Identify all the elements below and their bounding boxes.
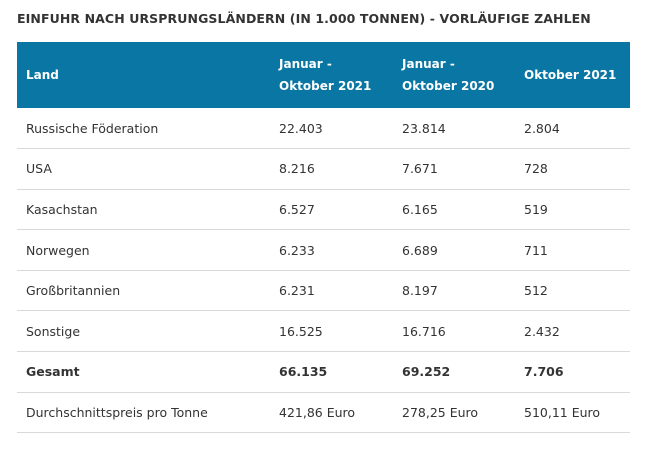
table-row: Sonstige 16.525 16.716 2.432 — [17, 311, 630, 352]
cell-jan-okt-2020: 6.165 — [402, 201, 438, 217]
cell-jan-okt-2021: 22.403 — [279, 120, 323, 136]
cell-okt-2021: 7.706 — [524, 364, 564, 380]
cell-jan-okt-2020: 278,25 Euro — [402, 404, 479, 420]
cell-jan-okt-2021: 16.525 — [279, 323, 323, 339]
header-row: Land Januar - Oktober 2021 Januar - Okto… — [17, 42, 630, 108]
header-okt-2021: Oktober 2021 — [524, 68, 617, 82]
cell-land: Durchschnittspreis pro Tonne — [26, 404, 208, 420]
cell-jan-okt-2020: 7.671 — [402, 161, 438, 177]
cell-land: Norwegen — [26, 242, 90, 258]
cell-land: Kasachstan — [26, 201, 98, 217]
cell-jan-okt-2020: 16.716 — [402, 323, 446, 339]
cell-jan-okt-2021: 6.231 — [279, 283, 315, 299]
header-jan-okt-2020-line2: Oktober 2020 — [402, 79, 495, 93]
header-jan-okt-2020-line1: Januar - — [402, 57, 455, 71]
cell-okt-2021: 2.804 — [524, 120, 560, 136]
cell-jan-okt-2020: 6.689 — [402, 242, 438, 258]
table-row: Norwegen 6.233 6.689 711 — [17, 230, 630, 271]
header-jan-okt-2020: Januar - Oktober 2020 — [393, 42, 515, 108]
cell-okt-2021: 512 — [524, 283, 548, 299]
cell-jan-okt-2020: 8.197 — [402, 283, 438, 299]
cell-land: Gesamt — [26, 364, 80, 380]
table-body: Russische Föderation 22.403 23.814 2.804… — [17, 108, 630, 433]
cell-land: USA — [26, 161, 52, 177]
cell-jan-okt-2021: 6.527 — [279, 201, 315, 217]
cell-land: Sonstige — [26, 323, 81, 339]
cell-jan-okt-2021: 6.233 — [279, 242, 315, 258]
table-header: Land Januar - Oktober 2021 Januar - Okto… — [17, 42, 630, 108]
header-land: Land — [26, 68, 59, 82]
import-table: Land Januar - Oktober 2021 Januar - Okto… — [17, 42, 630, 433]
cell-land: Großbritannien — [26, 283, 121, 299]
total-row: Gesamt 66.135 69.252 7.706 — [17, 352, 630, 393]
cell-okt-2021: 728 — [524, 161, 548, 177]
cell-jan-okt-2021: 8.216 — [279, 161, 315, 177]
header-jan-okt-2021-line2: Oktober 2021 — [279, 79, 372, 93]
header-jan-okt-2021-line1: Januar - — [279, 57, 332, 71]
table-row: Kasachstan 6.527 6.165 519 — [17, 189, 630, 230]
table-row: Russische Föderation 22.403 23.814 2.804 — [17, 108, 630, 149]
cell-okt-2021: 510,11 Euro — [524, 404, 601, 420]
cell-okt-2021: 2.432 — [524, 323, 560, 339]
cell-jan-okt-2020: 23.814 — [402, 120, 446, 136]
cell-jan-okt-2021: 421,86 Euro — [279, 404, 356, 420]
table-row: USA 8.216 7.671 728 — [17, 149, 630, 190]
table-title: EINFUHR NACH URSPRUNGSLÄNDERN (IN 1.000 … — [17, 11, 591, 26]
cell-jan-okt-2021: 66.135 — [279, 364, 328, 380]
cell-land: Russische Föderation — [26, 120, 159, 136]
cell-jan-okt-2020: 69.252 — [402, 364, 451, 380]
cell-okt-2021: 519 — [524, 201, 548, 217]
cell-okt-2021: 711 — [524, 242, 548, 258]
price-row: Durchschnittspreis pro Tonne 421,86 Euro… — [17, 392, 630, 433]
header-jan-okt-2021: Januar - Oktober 2021 — [270, 42, 393, 108]
table-row: Großbritannien 6.231 8.197 512 — [17, 270, 630, 311]
